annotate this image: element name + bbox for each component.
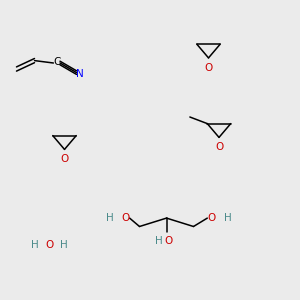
Text: O: O: [60, 154, 69, 164]
Text: O: O: [45, 239, 54, 250]
Text: O: O: [215, 142, 223, 152]
Text: O: O: [204, 63, 213, 73]
Text: C: C: [54, 57, 61, 67]
Text: N: N: [76, 69, 83, 79]
Text: O: O: [165, 236, 173, 246]
Text: O: O: [207, 213, 216, 223]
Text: H: H: [31, 239, 39, 250]
Text: O: O: [121, 213, 130, 223]
Text: H: H: [106, 213, 113, 223]
Text: H: H: [60, 239, 68, 250]
Text: H: H: [224, 213, 231, 223]
Text: H: H: [155, 236, 163, 246]
